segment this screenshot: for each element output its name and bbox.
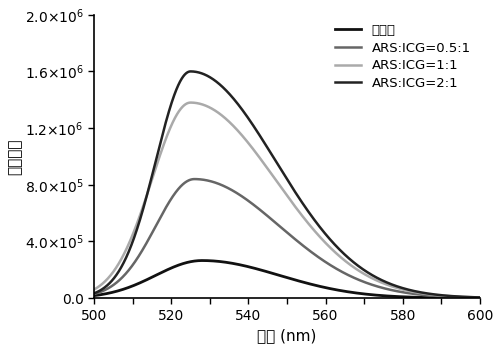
ARS:ICG=0.5:1	[192, 177, 198, 181]
对照组	[91, 294, 97, 298]
对照组	[279, 274, 285, 278]
ARS:ICG=0.5:1	[466, 295, 471, 300]
ARS:ICG=1:1	[466, 295, 471, 299]
ARS:ICG=2:1	[466, 295, 472, 299]
Line: ARS:ICG=1:1: ARS:ICG=1:1	[94, 103, 480, 298]
ARS:ICG=0.5:1	[279, 226, 285, 230]
ARS:ICG=1:1	[111, 269, 117, 273]
ARS:ICG=2:1	[188, 69, 194, 73]
ARS:ICG=2:1	[279, 169, 285, 173]
对照组	[477, 296, 483, 300]
Line: ARS:ICG=2:1: ARS:ICG=2:1	[94, 71, 480, 298]
ARS:ICG=1:1	[268, 172, 274, 176]
ARS:ICG=1:1	[466, 295, 472, 299]
ARS:ICG=1:1	[188, 100, 194, 105]
ARS:ICG=0.5:1	[395, 289, 401, 294]
对照组	[199, 258, 205, 262]
Y-axis label: 荧光强度: 荧光强度	[7, 138, 22, 175]
ARS:ICG=0.5:1	[477, 295, 483, 300]
ARS:ICG=1:1	[91, 287, 97, 292]
ARS:ICG=2:1	[466, 295, 471, 299]
对照组	[395, 294, 401, 299]
ARS:ICG=1:1	[395, 286, 401, 290]
ARS:ICG=2:1	[268, 152, 274, 156]
ARS:ICG=0.5:1	[466, 295, 472, 300]
ARS:ICG=1:1	[279, 187, 285, 191]
对照组	[466, 296, 472, 300]
Line: 对照组: 对照组	[94, 260, 480, 298]
ARS:ICG=0.5:1	[268, 217, 274, 222]
ARS:ICG=2:1	[91, 291, 97, 295]
ARS:ICG=2:1	[395, 285, 401, 289]
ARS:ICG=0.5:1	[111, 282, 117, 287]
ARS:ICG=0.5:1	[91, 292, 97, 296]
ARS:ICG=2:1	[111, 276, 117, 280]
对照组	[111, 290, 117, 294]
对照组	[268, 271, 274, 275]
X-axis label: 波长 (nm): 波长 (nm)	[258, 328, 316, 343]
Line: ARS:ICG=0.5:1: ARS:ICG=0.5:1	[94, 179, 480, 298]
ARS:ICG=1:1	[477, 295, 483, 300]
ARS:ICG=2:1	[477, 295, 483, 300]
Legend: 对照组, ARS:ICG=0.5:1, ARS:ICG=1:1, ARS:ICG=2:1: 对照组, ARS:ICG=0.5:1, ARS:ICG=1:1, ARS:ICG…	[332, 21, 474, 92]
对照组	[466, 296, 471, 300]
